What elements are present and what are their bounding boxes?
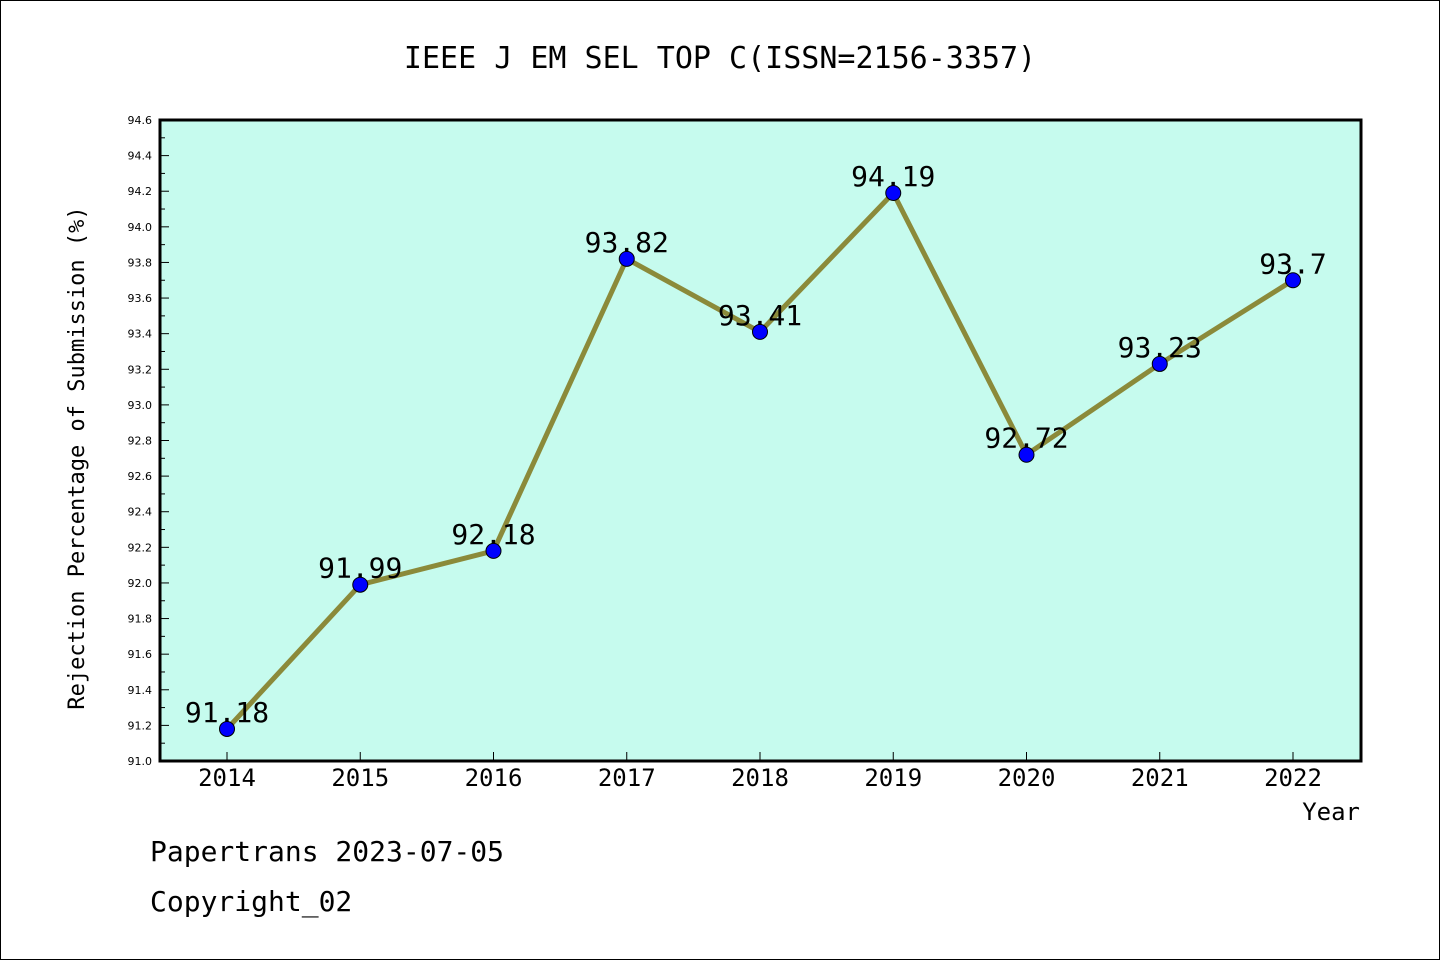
chart-title: IEEE J EM SEL TOP C(ISSN=2156-3357) [404,41,1036,76]
data-point [618,250,635,267]
x-tick-label: 2016 [465,764,523,792]
y-tick-label: 94.2 [128,185,153,198]
y-tick-label: 91.4 [128,684,153,697]
y-tick-label: 92.4 [128,506,153,519]
y-axis: 91.0 91.2 91.4 91.6 91.8 92.0 92.2 92.4 92.6 92.8… [128,114,169,768]
data-label: 92.72 [984,422,1068,455]
data-label: 91.99 [318,552,402,585]
data-point [485,542,502,559]
data-point [752,323,768,340]
x-tick-label: 2020 [998,764,1056,792]
data-point [1285,272,1301,289]
y-tick-label: 94.6 [128,114,153,127]
data-point [1018,446,1035,463]
x-tick-label: 2014 [198,764,256,792]
data-label: 93.41 [718,299,802,332]
x-tick-label: 2019 [864,764,922,792]
data-label: 93.23 [1118,331,1202,364]
data-labels: 91.18 91.99 92.18 93.82 93.41 94.19 92.72 93.23… [185,160,1327,729]
x-tick-label: 2018 [731,764,789,792]
y-tick-label: 92.6 [128,470,153,483]
y-tick-label: 92.2 [128,541,153,554]
y-tick-label: 93.6 [128,292,153,305]
x-axis-label: Year [1302,798,1360,826]
data-label: 92.18 [451,518,535,551]
footer-date: Papertrans 2023-07-05 [150,835,505,868]
y-tick-label: 93.4 [128,328,153,341]
y-tick-label: 91.6 [128,648,153,661]
plot-area [158,118,1363,763]
data-point [352,576,369,593]
y-tick-label: 91.2 [128,719,153,732]
x-tick-label: 2022 [1264,764,1322,792]
y-tick-label: 91.0 [128,755,153,768]
data-point [885,185,902,202]
y-tick-label: 93.8 [128,256,153,269]
footer-copyright: Copyright_02 [150,885,353,918]
data-label: 94.19 [851,160,935,193]
x-tick-label: 2015 [331,764,389,792]
data-points [219,185,1301,737]
x-axis: 2014 2015 2016 2017 2018 2019 2020 2021 2022 [198,752,1322,792]
y-tick-label: 94.0 [128,221,153,234]
y-tick-label: 93.0 [128,399,153,412]
x-tick-label: 2021 [1131,764,1189,792]
x-tick-label: 2017 [598,764,656,792]
y-tick-label: 94.4 [128,150,153,163]
y-tick-label: 93.2 [128,363,153,376]
y-tick-label: 92.0 [128,577,153,590]
y-tick-label: 91.8 [128,613,153,626]
data-point [219,720,235,737]
data-label: 93.82 [585,226,669,259]
y-axis-label: Rejection Percentage of Submission (%) [65,206,90,709]
y-tick-label: 92.8 [128,435,153,448]
data-label: 91.18 [185,696,269,729]
data-point [1151,355,1168,372]
data-label: 93.7 [1259,247,1326,280]
